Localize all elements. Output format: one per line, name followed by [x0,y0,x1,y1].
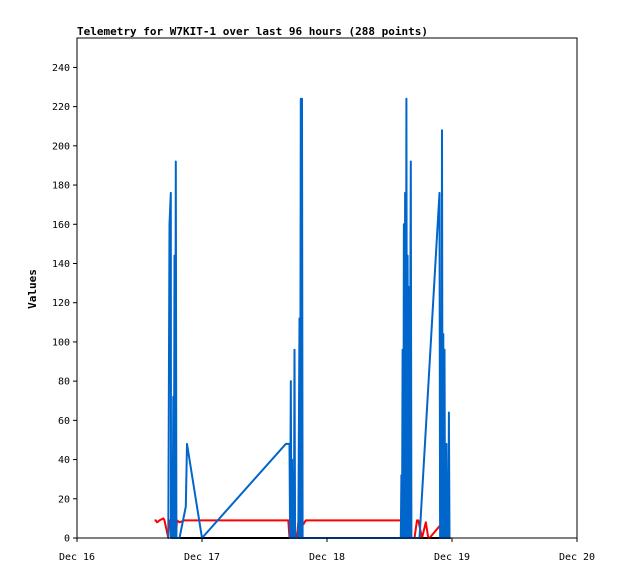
chart-title: Telemetry for W7KIT-1 over last 96 hours… [77,25,428,38]
y-tick-label: 140 [52,259,70,270]
y-tick-label: 220 [52,102,70,113]
y-tick-label: 200 [52,141,70,152]
x-tick-label: Dec 20 [559,552,595,563]
y-tick-label: 240 [52,63,70,74]
series-layer [154,97,451,539]
y-axis-ticks: 0 20 40 60 80 100 120 140 160 180 200 220 240 [52,63,77,545]
plot-frame [76,37,578,539]
y-axis-label: Values [26,269,39,309]
x-tick-label: Dec 17 [184,552,220,563]
y-tick-label: 100 [52,337,70,348]
x-tick-label: Dec 18 [309,552,345,563]
x-axis-ticks: Dec 16 Dec 17 Dec 18 Dec 19 Dec 20 [59,538,595,563]
y-tick-label: 180 [52,181,70,192]
y-tick-label: 20 [58,494,70,505]
x-tick-label: Dec 19 [434,552,470,563]
y-tick-label: 60 [58,416,70,427]
x-tick-label: Dec 16 [59,552,95,563]
y-tick-label: 40 [58,455,70,466]
y-tick-label: 160 [52,220,70,231]
y-tick-label: 80 [58,377,70,388]
y-tick-label: 0 [64,534,70,545]
y-tick-label: 120 [52,298,70,309]
series-line-3 [167,97,451,539]
